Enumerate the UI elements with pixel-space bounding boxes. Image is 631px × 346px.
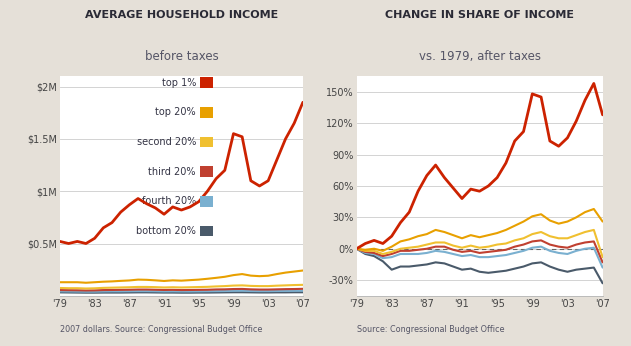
Text: before taxes: before taxes bbox=[144, 50, 218, 63]
Text: top 20%: top 20% bbox=[155, 107, 196, 117]
Text: third 20%: third 20% bbox=[148, 167, 196, 177]
Bar bbox=[199, 196, 213, 207]
Text: bottom 20%: bottom 20% bbox=[136, 226, 196, 236]
Text: AVERAGE HOUSEHOLD INCOME: AVERAGE HOUSEHOLD INCOME bbox=[85, 10, 278, 20]
Bar bbox=[199, 226, 213, 236]
Bar bbox=[199, 107, 213, 118]
Text: vs. 1979, after taxes: vs. 1979, after taxes bbox=[418, 50, 541, 63]
Bar bbox=[199, 166, 213, 177]
Bar bbox=[199, 78, 213, 88]
Bar bbox=[199, 137, 213, 147]
Text: top 1%: top 1% bbox=[162, 78, 196, 88]
Text: fourth 20%: fourth 20% bbox=[142, 196, 196, 206]
Text: Source: Congressional Budget Office: Source: Congressional Budget Office bbox=[357, 325, 504, 334]
Text: 2007 dollars. Source: Congressional Budget Office: 2007 dollars. Source: Congressional Budg… bbox=[60, 325, 262, 334]
Text: second 20%: second 20% bbox=[137, 137, 196, 147]
Text: CHANGE IN SHARE OF INCOME: CHANGE IN SHARE OF INCOME bbox=[385, 10, 574, 20]
